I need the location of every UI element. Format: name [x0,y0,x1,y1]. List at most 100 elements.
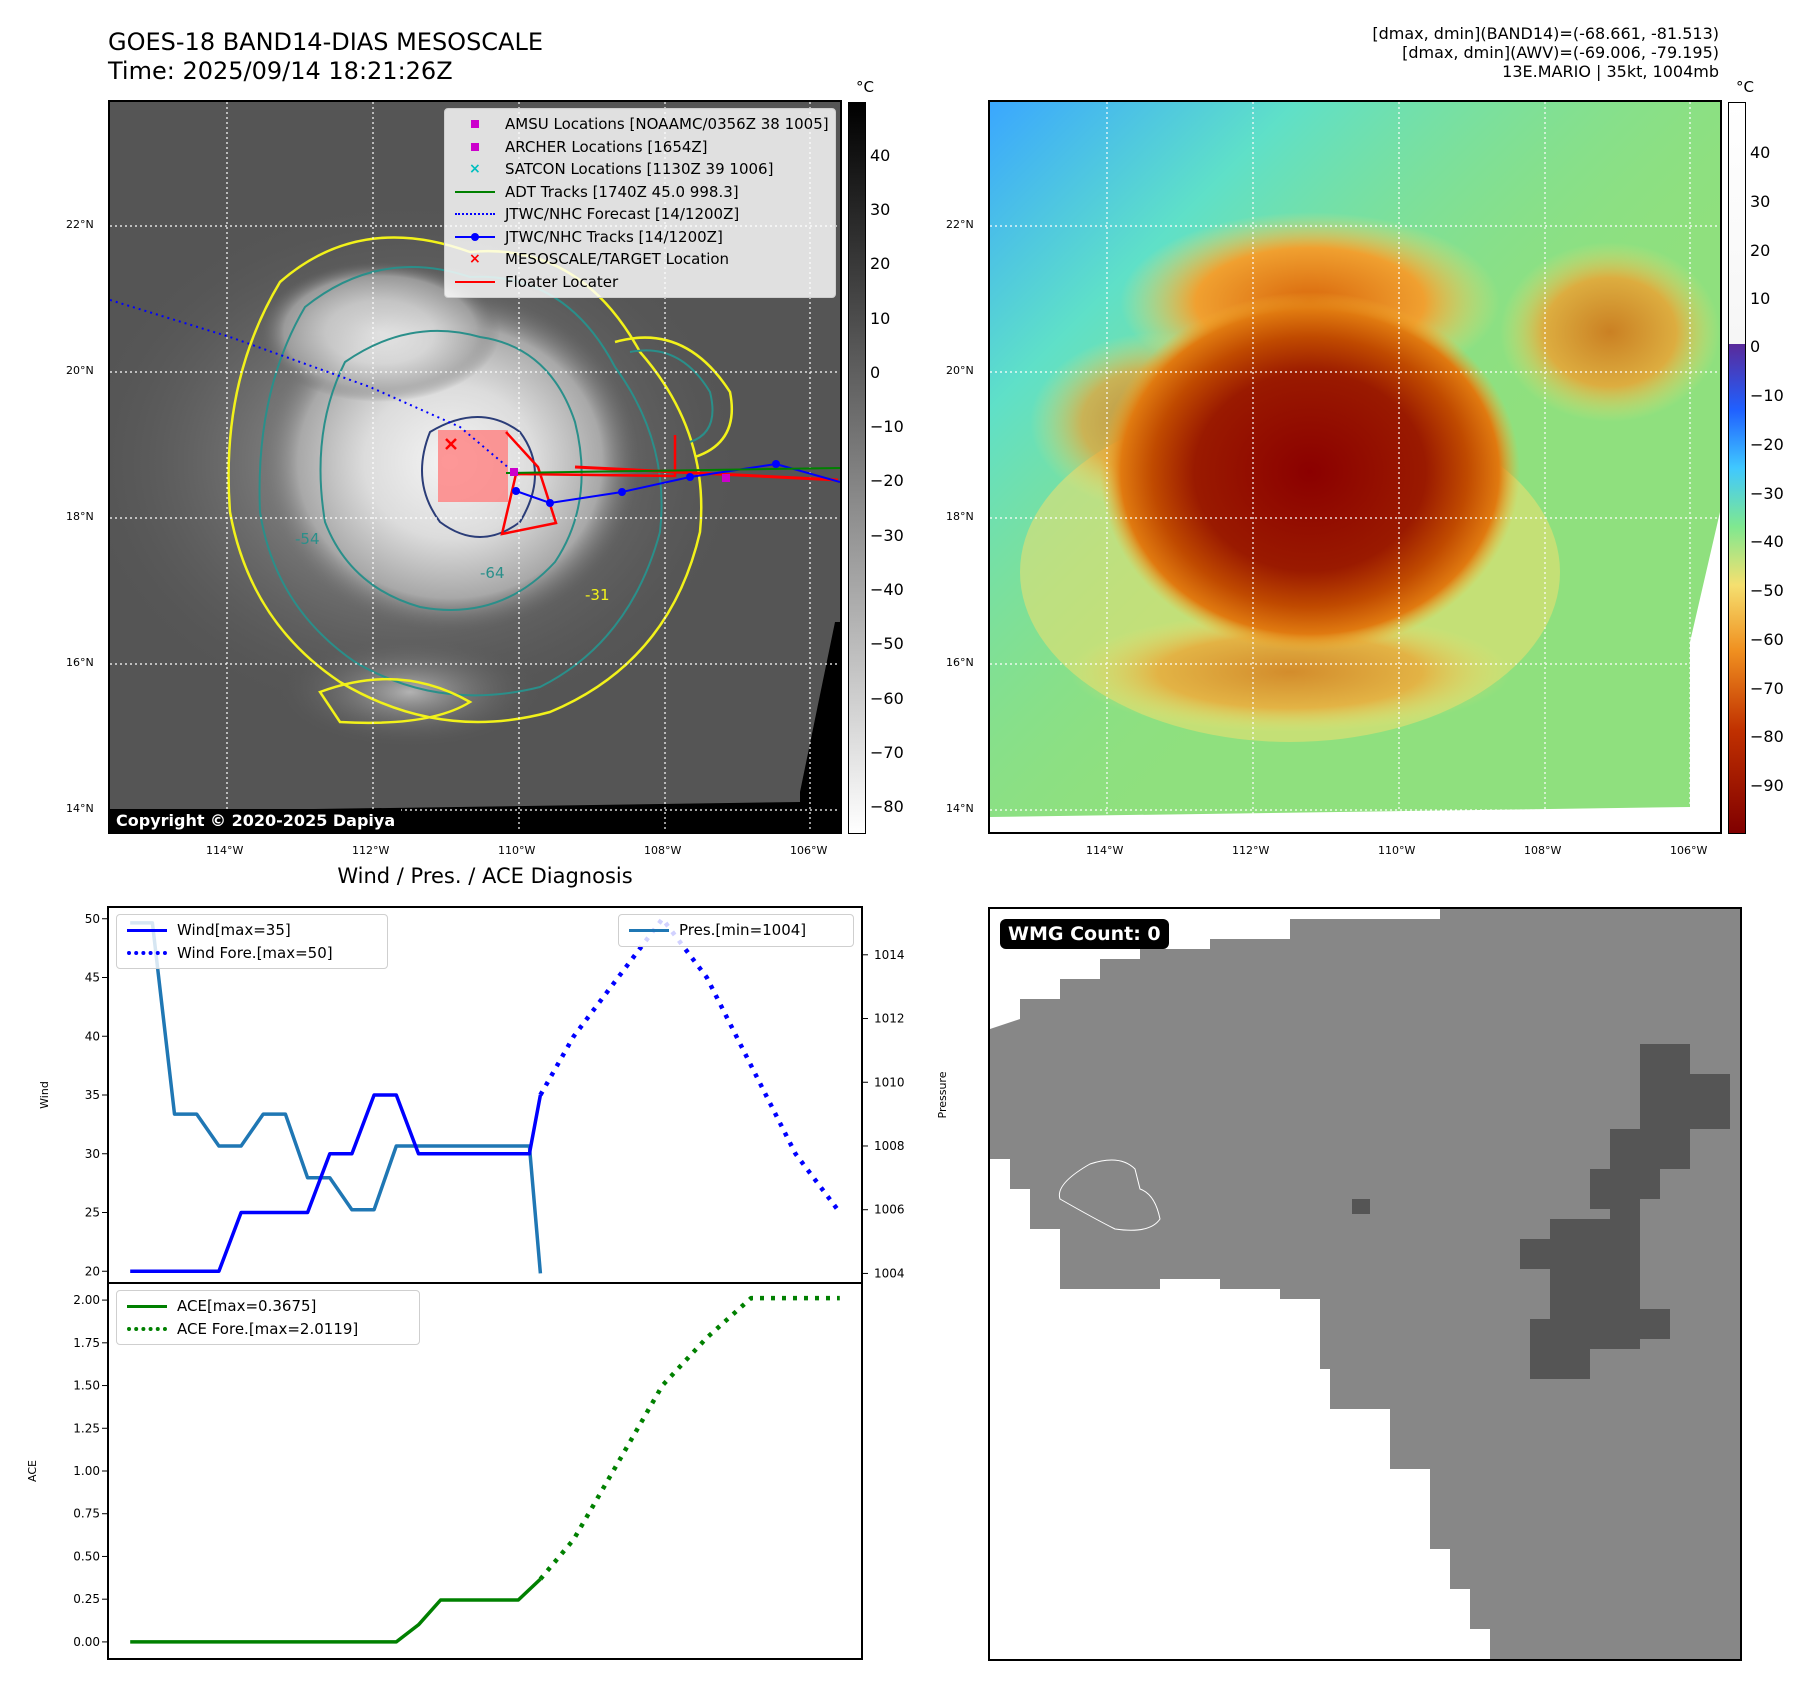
wmg-coastline [1058,1159,1161,1231]
legend-adt-label: ADT Tracks [1740Z 45.0 998.3] [505,182,739,201]
x-icon: × [469,251,481,268]
lon-label: 110°W [1378,844,1416,857]
cb-tick: −50 [1750,581,1784,600]
legend-wind: Wind[max=35] [125,919,381,942]
legend-amsu-label: AMSU Locations [NOAAMC/0356Z 38 1005] [505,115,829,133]
contour-label-54: -54 [295,530,320,548]
cb-tick: −40 [870,580,904,599]
awv-range: [dmax, dmin](AWV)=(-69.006, -79.195) [1402,43,1719,62]
lat-label: 14°N [946,802,974,815]
cb-tick: −10 [870,417,904,436]
lat-label: 18°N [946,510,974,523]
line-icon [453,275,497,289]
line-icon [125,1299,169,1313]
wind-y-ticks: 50 45 40 35 30 25 20 [85,912,108,1278]
cb-tick: 0 [870,363,881,382]
contour-navy [421,416,536,538]
wind-axes-frame [107,906,863,1284]
stats-header: [dmax, dmin](BAND14)=(-68.661, -81.513) … [1372,24,1719,81]
cb-tick: −10 [1750,386,1784,405]
contour-teal-inner [319,329,583,611]
wmg-dark-dot [1352,1199,1370,1214]
color-map-canvas [990,102,1720,832]
ace-tick-label: 0.25 [73,1592,100,1606]
ace-tick-label: 1.50 [73,1379,100,1393]
cb-tick: −60 [1750,630,1784,649]
cb-tick: −30 [1750,484,1784,503]
legend-jtwc-tracks-label: JTWC/NHC Tracks [14/1200Z] [505,227,723,246]
lat-label: 20°N [946,364,974,377]
cb-tick: 10 [1750,289,1771,308]
gray-colorbar [848,102,866,834]
gray-colorbar-unit: °C [856,78,874,96]
east-band-color [1500,242,1720,422]
lat-label: 16°N [946,656,974,669]
pressure-legend: Pres.[min=1004] [618,914,854,947]
legend-floater: Floater Locater [453,271,829,294]
lat-label: 16°N [66,656,94,669]
lat-label: 22°N [946,218,974,231]
wind-legend: Wind[max=35] Wind Fore.[max=50] [116,914,388,969]
lon-label: 112°W [1232,844,1270,857]
floater-locater-path [500,431,677,536]
pressure-tick-label: 1006 [874,1203,905,1217]
line-icon [627,923,671,937]
legend-adt: ADT Tracks [1740Z 45.0 998.3] [453,181,829,204]
pressure-line [130,921,543,1274]
amsu-marker [722,474,730,482]
square-icon [453,140,497,154]
color-gridlines [990,102,1720,832]
color-colorbar-unit: °C [1736,78,1754,96]
cb-tick: 0 [1750,337,1761,356]
dotted-line-icon [125,1322,169,1336]
dotted-line-icon [453,207,497,221]
legend-ace-label: ACE[max=0.3675] [177,1297,317,1315]
cb-tick: −70 [870,743,904,762]
wind-tick-label: 20 [85,1264,100,1278]
ace-y-ticks: 2.00 1.75 1.50 1.25 1.00 0.75 0.50 0.25 0.00 [73,1293,108,1649]
cb-tick: −30 [870,526,904,545]
lon-label: 114°W [1086,844,1124,857]
south-band-color [1070,612,1510,732]
lat-label: 18°N [66,510,94,523]
pressure-y-ticks: 1014 1012 1010 1008 1006 1004 [862,948,905,1280]
wind-line [130,1093,543,1274]
ace-tick-label: 2.00 [73,1293,100,1307]
legend-target: × MESOSCALE/TARGET Location [453,248,829,271]
lon-label: 108°W [644,844,682,857]
cb-tick: −20 [870,471,904,490]
copyright-label: Copyright © 2020-2025 Dapiya [110,809,402,832]
lon-label: 112°W [352,844,390,857]
cb-tick: −70 [1750,679,1784,698]
contour-label-31: -31 [585,586,610,604]
wind-tick-label: 40 [85,1029,100,1043]
wind-tick-label: 25 [85,1206,100,1220]
cb-tick: −20 [1750,435,1784,454]
legend-ace: ACE[max=0.3675] [125,1295,413,1318]
legend-wind-forecast: Wind Fore.[max=50] [125,942,381,965]
wmg-white-gap [990,1189,1030,1209]
wmg-dark-cluster-1 [1590,1044,1730,1249]
legend-archer: ARCHER Locations [1654Z] [453,136,829,159]
wind-tick-label: 35 [85,1088,100,1102]
target-x-marker [445,438,457,450]
cb-tick: 30 [870,200,891,219]
cb-tick: 20 [1750,241,1771,260]
ace-axis-label: ACE [26,1460,39,1482]
core-convection [1100,292,1520,652]
legend-ace-forecast-label: ACE Fore.[max=2.0119] [177,1319,359,1338]
wind-forecast-line [538,916,842,1214]
cb-tick: −60 [870,689,904,708]
legend-wind-forecast-label: Wind Fore.[max=50] [177,943,333,962]
ace-tick-label: 1.00 [73,1464,100,1478]
cb-tick: −50 [870,634,904,653]
ace-line [130,1577,542,1644]
lon-label: 108°W [1524,844,1562,857]
legend-pressure: Pres.[min=1004] [627,919,847,942]
ace-series [130,1295,840,1644]
legend-jtwc-forecast: JTWC/NHC Forecast [14/1200Z] [453,203,829,226]
lon-label: 110°W [498,844,536,857]
square-icon [453,117,497,131]
pressure-tick-label: 1008 [874,1139,905,1153]
legend-floater-label: Floater Locater [505,272,619,291]
